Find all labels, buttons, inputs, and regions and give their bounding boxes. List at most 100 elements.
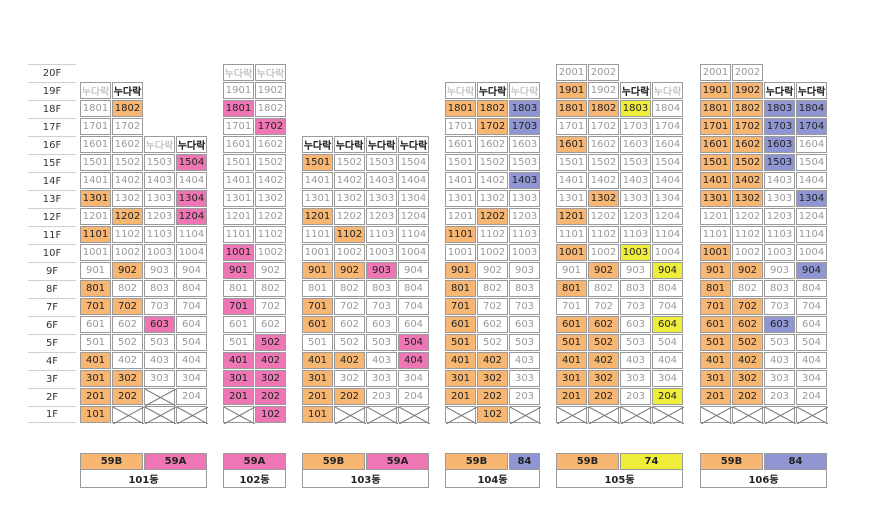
unit-cell: 1001 bbox=[445, 244, 476, 261]
unit-cell: 1901 bbox=[223, 82, 254, 99]
unit-cell: 703 bbox=[764, 298, 795, 315]
no-unit-cross-icon bbox=[145, 389, 176, 406]
roof-attic-cell: 누다락 bbox=[477, 82, 508, 99]
unit-cell: 303 bbox=[620, 370, 651, 387]
unit-cell: 403 bbox=[366, 352, 397, 369]
floor-label: 11F bbox=[28, 226, 76, 243]
unit-cell-highlighted: 1802 bbox=[477, 100, 508, 117]
unit-cell: 702 bbox=[334, 298, 365, 315]
building-name: 105동 bbox=[556, 470, 683, 488]
unit-cell: 903 bbox=[144, 262, 175, 279]
unit-cell: 1102 bbox=[732, 226, 763, 243]
unit-cell: 1201 bbox=[80, 208, 111, 225]
unit-cell-highlighted: 601 bbox=[302, 316, 333, 333]
unit-cell-highlighted: 301 bbox=[700, 370, 731, 387]
unit-cell: 1001 bbox=[80, 244, 111, 261]
no-unit-cross-icon bbox=[510, 407, 541, 424]
type-legend-59A: 59A bbox=[366, 453, 429, 470]
unit-cell: 504 bbox=[652, 334, 683, 351]
unit-cell: 203 bbox=[366, 388, 397, 405]
unit-cell: 602 bbox=[334, 316, 365, 333]
unit-cell: 502 bbox=[477, 334, 508, 351]
unit-cell: 1503 bbox=[366, 154, 397, 171]
unit-cell: 1204 bbox=[796, 208, 827, 225]
unit-cell: 604 bbox=[398, 316, 429, 333]
unit-cell-highlighted: 201 bbox=[556, 388, 587, 405]
no-unit-cross-icon bbox=[589, 407, 620, 424]
unit-cell: 1302 bbox=[255, 190, 286, 207]
unit-cell-highlighted: 502 bbox=[732, 334, 763, 351]
unit-cell: 1301 bbox=[556, 190, 587, 207]
no-unit-cross-icon bbox=[557, 407, 588, 424]
unit-cell-highlighted: 1501 bbox=[302, 154, 333, 171]
unit-cell: 1701 bbox=[223, 118, 254, 135]
unit-cell: 1203 bbox=[764, 208, 795, 225]
unit-cell: 902 bbox=[477, 262, 508, 279]
unit-cell-highlighted: 301 bbox=[223, 370, 254, 387]
unit-cell: 403 bbox=[620, 352, 651, 369]
floor-label: 12F bbox=[28, 208, 76, 225]
unit-cell: 404 bbox=[176, 352, 207, 369]
unit-cell-highlighted: 302 bbox=[588, 370, 619, 387]
unit-cell-highlighted: 201 bbox=[445, 388, 476, 405]
empty-unit-cell bbox=[176, 406, 208, 424]
unit-cell-highlighted: 302 bbox=[112, 370, 143, 387]
unit-cell: 1502 bbox=[112, 154, 143, 171]
unit-cell: 404 bbox=[652, 352, 683, 369]
unit-cell: 503 bbox=[620, 334, 651, 351]
unit-cell: 1402 bbox=[112, 172, 143, 189]
unit-cell: 702 bbox=[255, 298, 286, 315]
floor-label: 16F bbox=[28, 136, 76, 153]
roof-attic-cell: 누다락 bbox=[509, 82, 540, 99]
type-legend-74: 74 bbox=[620, 453, 683, 470]
unit-cell: 702 bbox=[477, 298, 508, 315]
roof-attic-cell: 누다락 bbox=[112, 82, 143, 99]
unit-cell-highlighted: 1703 bbox=[764, 118, 795, 135]
unit-cell-highlighted: 1602 bbox=[732, 136, 763, 153]
unit-cell: 903 bbox=[764, 262, 795, 279]
no-unit-cross-icon bbox=[335, 407, 366, 424]
unit-cell: 1003 bbox=[366, 244, 397, 261]
unit-cell: 1002 bbox=[477, 244, 508, 261]
unit-cell: 1103 bbox=[764, 226, 795, 243]
unit-cell-highlighted: 402 bbox=[588, 352, 619, 369]
unit-cell: 1604 bbox=[796, 136, 827, 153]
unit-cell-highlighted: 701 bbox=[223, 298, 254, 315]
unit-cell: 1504 bbox=[652, 154, 683, 171]
unit-cell: 1602 bbox=[255, 136, 286, 153]
unit-cell-highlighted: 401 bbox=[556, 352, 587, 369]
floor-label: 10F bbox=[28, 244, 76, 261]
unit-cell: 804 bbox=[796, 280, 827, 297]
unit-cell-highlighted: 402 bbox=[477, 352, 508, 369]
unit-cell: 1101 bbox=[302, 226, 333, 243]
unit-cell: 802 bbox=[477, 280, 508, 297]
floor-label: 18F bbox=[28, 100, 76, 117]
unit-cell: 304 bbox=[652, 370, 683, 387]
unit-cell-highlighted: 901 bbox=[700, 262, 731, 279]
unit-cell-highlighted: 1102 bbox=[334, 226, 365, 243]
unit-cell-highlighted: 904 bbox=[652, 262, 683, 279]
no-unit-cross-icon bbox=[446, 407, 477, 424]
unit-cell: 802 bbox=[334, 280, 365, 297]
no-unit-cross-icon bbox=[177, 407, 208, 424]
floor-label: 6F bbox=[28, 316, 76, 333]
unit-cell: 1402 bbox=[477, 172, 508, 189]
unit-cell: 1403 bbox=[620, 172, 651, 189]
unit-cell: 1603 bbox=[620, 136, 651, 153]
unit-cell-highlighted: 602 bbox=[588, 316, 619, 333]
unit-cell: 1201 bbox=[223, 208, 254, 225]
floor-label: 2F bbox=[28, 388, 76, 405]
unit-cell-highlighted: 601 bbox=[700, 316, 731, 333]
no-unit-cross-icon bbox=[113, 407, 144, 424]
floor-label: 13F bbox=[28, 190, 76, 207]
unit-cell-highlighted: 601 bbox=[556, 316, 587, 333]
empty-unit-cell bbox=[223, 406, 255, 424]
unit-cell: 1403 bbox=[144, 172, 175, 189]
unit-cell-highlighted: 1001 bbox=[556, 244, 587, 261]
unit-cell-highlighted: 902 bbox=[732, 262, 763, 279]
unit-cell-highlighted: 602 bbox=[732, 316, 763, 333]
unit-cell: 1401 bbox=[80, 172, 111, 189]
unit-cell: 1304 bbox=[652, 190, 683, 207]
unit-cell: 903 bbox=[509, 262, 540, 279]
unit-cell: 1604 bbox=[652, 136, 683, 153]
